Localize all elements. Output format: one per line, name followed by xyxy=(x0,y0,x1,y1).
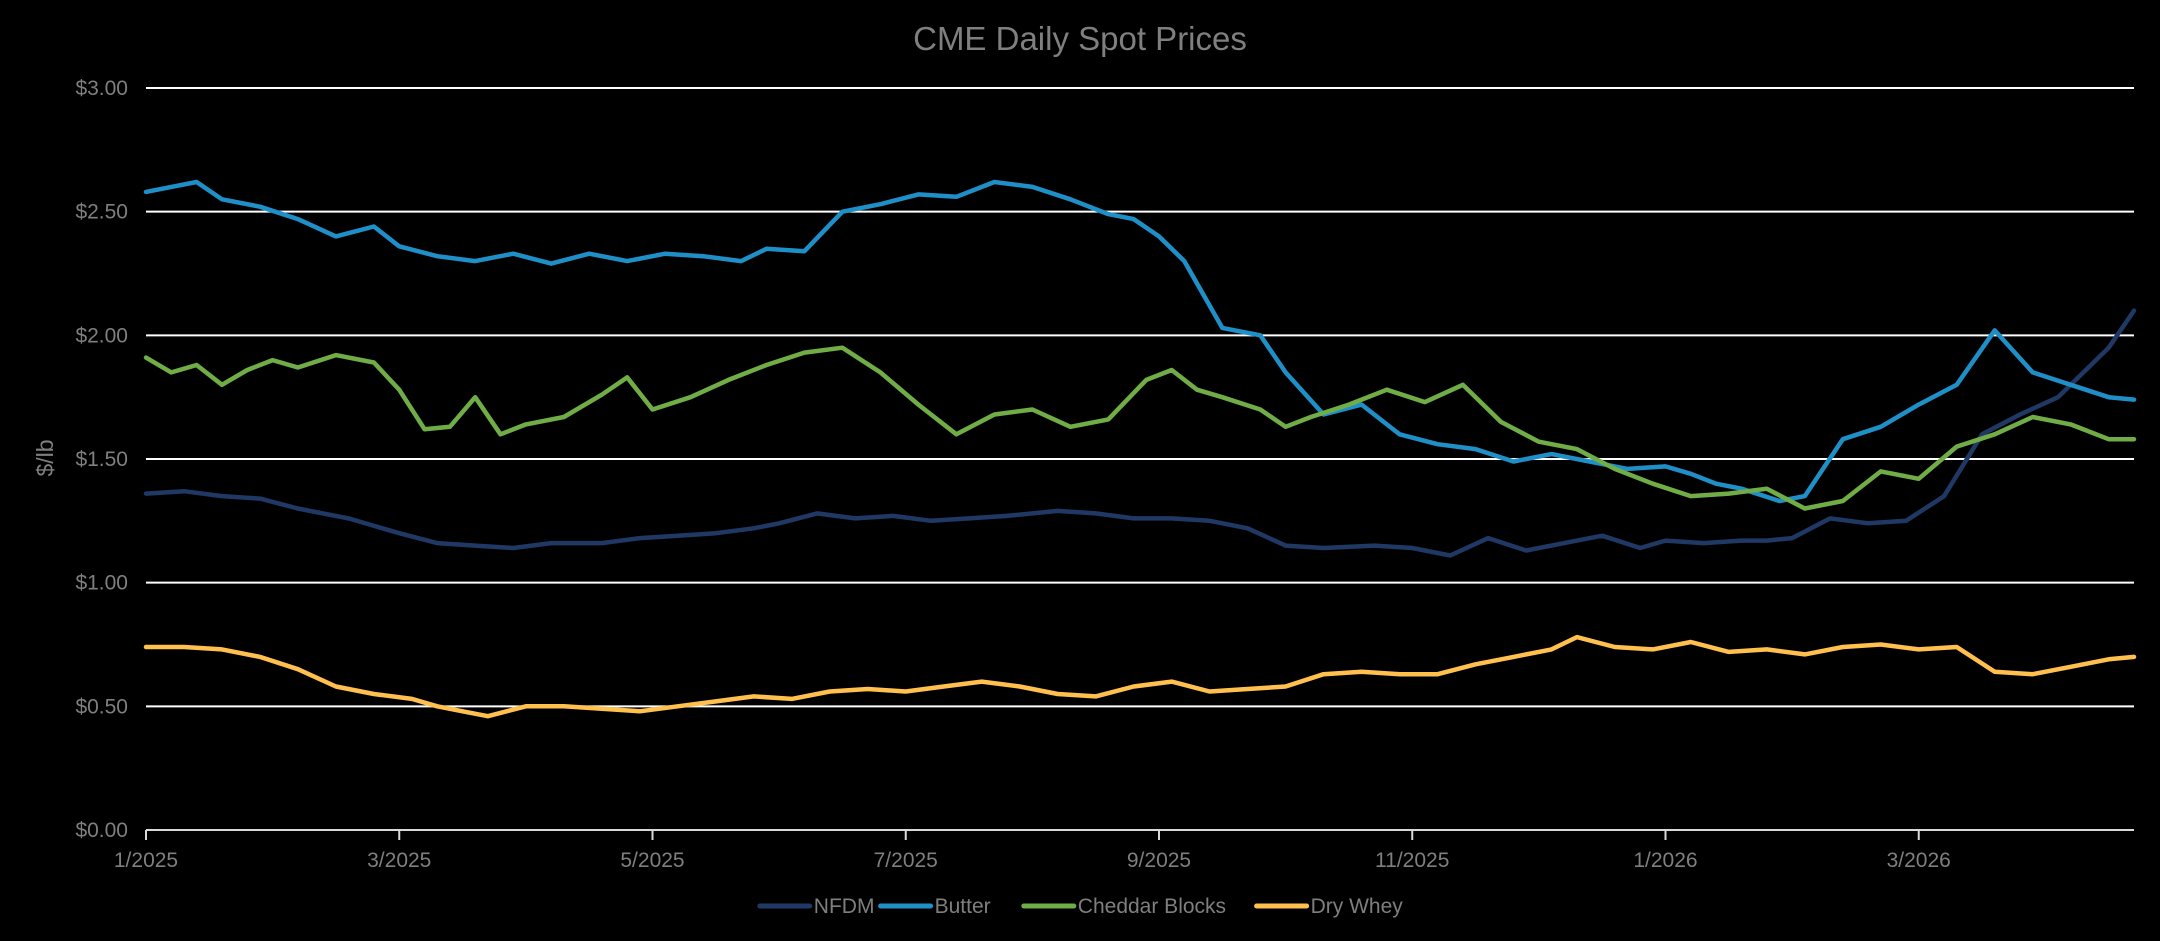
gridlines xyxy=(146,87,2134,831)
x-tick-label: 1/2026 xyxy=(1633,849,1697,872)
series-line-butter xyxy=(143,179,2137,504)
series-line-nfdm xyxy=(143,308,2137,558)
x-tick-label: 3/2025 xyxy=(367,849,431,872)
x-axis-ticks: 1/2025 3/2025 5/2025 7/2025 9/2025 11/2025 1/2… xyxy=(114,830,1951,872)
series-line-dry-whey xyxy=(143,634,2137,719)
x-tick-label: 3/2026 xyxy=(1887,849,1951,872)
y-tick-label: $2.50 xyxy=(75,201,128,224)
legend-label: Dry Whey xyxy=(1311,895,1404,918)
x-tick-label: 11/2025 xyxy=(1375,849,1449,872)
y-tick-label: $0.50 xyxy=(75,695,128,718)
x-tick-label: 5/2025 xyxy=(620,849,684,872)
legend-label: Butter xyxy=(935,895,991,918)
y-tick-label: $1.50 xyxy=(75,448,128,471)
y-axis-label: $/lb xyxy=(32,439,58,476)
x-tick-label: 7/2025 xyxy=(874,849,938,872)
series-line-cheddar-blocks xyxy=(143,345,2137,511)
y-axis-ticks: $0.00 $0.50 $1.00 $1.50 $2.00 $2.50 $3.00 xyxy=(75,77,128,842)
legend-label: Cheddar Blocks xyxy=(1078,895,1226,918)
y-tick-label: $3.00 xyxy=(75,77,128,100)
legend: NFDM Butter Cheddar Blocks Dry Whey xyxy=(757,895,1404,918)
series-lines xyxy=(143,179,2137,719)
y-tick-label: $1.00 xyxy=(75,572,128,595)
x-tick-label: 1/2025 xyxy=(114,849,178,872)
x-tick-label: 9/2025 xyxy=(1127,849,1191,872)
y-tick-label: $2.00 xyxy=(75,324,128,347)
legend-label: NFDM xyxy=(814,895,875,918)
y-tick-label: $0.00 xyxy=(75,819,128,842)
chart-title: CME Daily Spot Prices xyxy=(913,20,1247,57)
